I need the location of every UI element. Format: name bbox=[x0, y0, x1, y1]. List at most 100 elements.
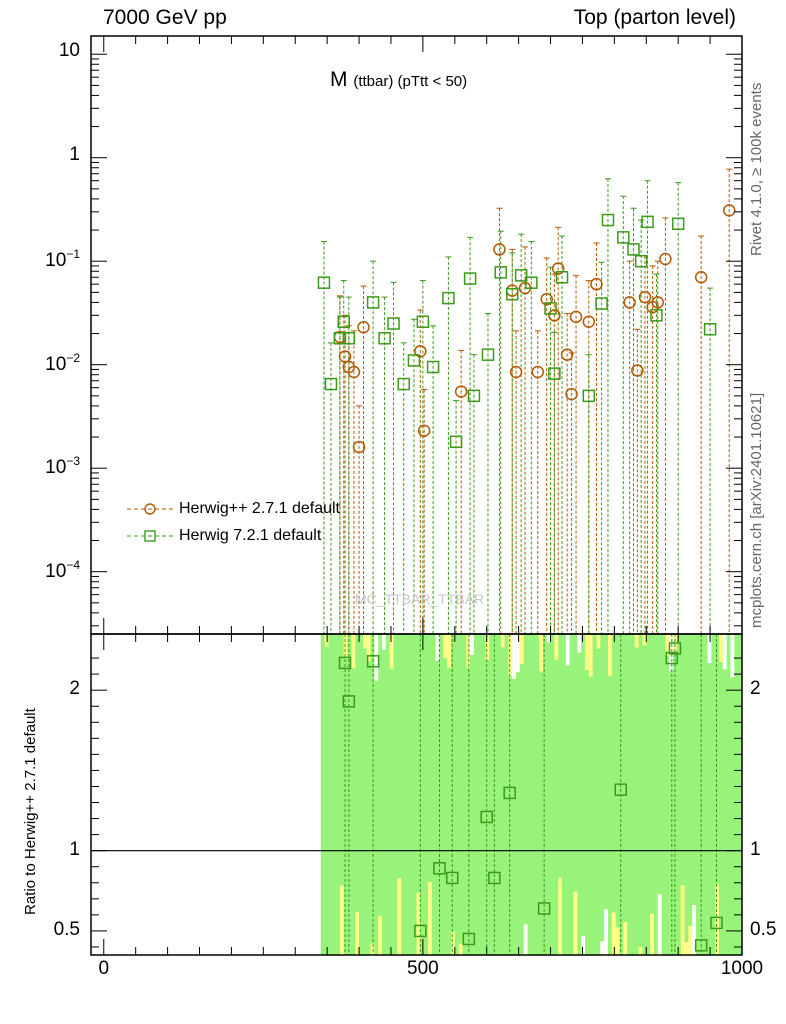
herwig7-point bbox=[505, 287, 519, 301]
band-top-patch bbox=[512, 634, 517, 680]
band-top-patch bbox=[366, 634, 371, 662]
band-bottom-patch bbox=[339, 885, 344, 955]
herwigpp-point bbox=[414, 344, 427, 358]
herwig7-point bbox=[555, 270, 569, 284]
herwigpp-point bbox=[338, 350, 352, 363]
herwig7-point bbox=[481, 348, 495, 361]
herwigpp-point bbox=[582, 315, 596, 329]
herwigpp-point bbox=[722, 204, 736, 217]
uncertainty-bands bbox=[320, 634, 742, 955]
ratio-y-tick-label-left: 1 bbox=[69, 838, 80, 860]
main-y-tick-label: 1 bbox=[69, 143, 80, 165]
herwig7-point bbox=[703, 323, 717, 336]
ratio-y-axis-label: Ratio to Herwig++ 2.7.1 default bbox=[22, 708, 39, 915]
plot-title-main: M bbox=[330, 68, 348, 91]
band-bottom-patch bbox=[458, 943, 463, 955]
plot-title-sub: (ttbar) (pTtt < 50) bbox=[353, 73, 468, 90]
ratio-point bbox=[338, 656, 352, 670]
herwig7-point bbox=[407, 354, 421, 367]
band-bottom-patch bbox=[355, 912, 360, 955]
herwig7-point bbox=[634, 254, 648, 268]
band-top-patch bbox=[500, 634, 505, 648]
band-bottom-patch bbox=[604, 909, 608, 955]
band-top-patch bbox=[324, 634, 329, 647]
band-top-patch bbox=[443, 634, 448, 659]
x-tick-label: 1000 bbox=[720, 958, 764, 979]
ratio-point bbox=[668, 642, 682, 655]
band-top-patch bbox=[546, 634, 551, 643]
watermark: MC_TTBAR_TTBAR bbox=[355, 591, 485, 607]
band-top-patch bbox=[374, 634, 379, 681]
band-top-patch bbox=[554, 634, 559, 660]
herwig7-point bbox=[463, 272, 477, 285]
band-bottom-patch bbox=[523, 924, 528, 955]
band-bottom-patch bbox=[397, 878, 402, 955]
ratio-point bbox=[665, 651, 679, 665]
herwigpp-point bbox=[352, 440, 366, 454]
ratio-point bbox=[414, 924, 427, 938]
rivet-label: Rivet 4.1.0, ≥ 100k events bbox=[748, 82, 765, 256]
band-top-patch bbox=[382, 634, 386, 650]
herwig7-point bbox=[333, 332, 347, 345]
band-top-patch bbox=[519, 634, 524, 665]
herwigpp-point bbox=[493, 243, 506, 256]
ratio-point bbox=[614, 783, 627, 796]
ratio-point bbox=[342, 695, 356, 708]
herwigpp-point bbox=[454, 385, 468, 398]
herwig7-point bbox=[324, 377, 338, 391]
legend-square-icon bbox=[127, 529, 173, 542]
herwig7-point bbox=[627, 243, 640, 256]
herwigpp-point bbox=[569, 310, 583, 324]
band-bottom-patch bbox=[688, 925, 693, 955]
ratio-y-tick-label-right: 0.5 bbox=[750, 918, 777, 940]
band-bottom-patch bbox=[615, 927, 620, 955]
band-top-patch bbox=[362, 634, 367, 649]
band-top-patch bbox=[351, 634, 356, 669]
band-bottom-patch bbox=[680, 885, 685, 955]
herwig7-point bbox=[650, 309, 663, 322]
data-markers bbox=[317, 204, 736, 952]
band-bottom-patch bbox=[450, 931, 455, 955]
band-top-patch bbox=[508, 634, 513, 677]
herwig7-point bbox=[397, 377, 410, 391]
process-label: Top (parton level) bbox=[573, 6, 736, 29]
band-top-patch bbox=[577, 634, 582, 653]
ratio-point bbox=[710, 916, 723, 930]
ratio-y-tick-label-right: 1 bbox=[750, 838, 761, 860]
ratio-point bbox=[433, 862, 446, 875]
herwig7-point bbox=[317, 276, 331, 289]
band-bottom-patch bbox=[692, 904, 697, 955]
band-top-patch bbox=[719, 634, 723, 662]
site-label: mcplots.cern.ch [arXiv:2401.10621] bbox=[748, 392, 765, 628]
herwigpp-point bbox=[560, 348, 574, 361]
band-top-patch bbox=[565, 634, 570, 666]
herwigpp-point bbox=[357, 321, 370, 334]
herwigpp-point bbox=[638, 290, 652, 304]
herwig7-point bbox=[366, 296, 380, 309]
band-bottom-patch bbox=[650, 913, 654, 955]
band-bottom-patch bbox=[558, 877, 563, 955]
band-bottom-patch bbox=[581, 936, 585, 955]
band-top-patch bbox=[722, 634, 727, 670]
band-top-patch bbox=[516, 634, 520, 672]
herwig7-point bbox=[337, 315, 350, 329]
band-top-patch bbox=[343, 634, 348, 659]
ratio-y-tick-label-right: 2 bbox=[750, 678, 761, 700]
herwigpp-point bbox=[694, 270, 708, 284]
legend: Herwig++ 2.7.1 default Herwig 7.2.1 defa… bbox=[125, 495, 340, 549]
band-bottom-patch bbox=[715, 884, 720, 955]
band-top-patch bbox=[665, 634, 670, 656]
band-top-patch bbox=[435, 634, 440, 661]
beam-label: 7000 GeV pp bbox=[103, 6, 227, 29]
band-bottom-patch bbox=[416, 892, 421, 955]
band-top-patch bbox=[447, 634, 451, 669]
ratio-y-tick-label-left: 0.5 bbox=[53, 918, 80, 940]
band-top-patch bbox=[539, 634, 543, 672]
band-top-patch bbox=[596, 634, 601, 649]
band-bottom-patch bbox=[378, 915, 383, 955]
band-bottom-patch bbox=[427, 882, 432, 955]
error-bars bbox=[320, 168, 733, 955]
ratio-point bbox=[480, 810, 493, 824]
ratio-point bbox=[366, 655, 380, 668]
